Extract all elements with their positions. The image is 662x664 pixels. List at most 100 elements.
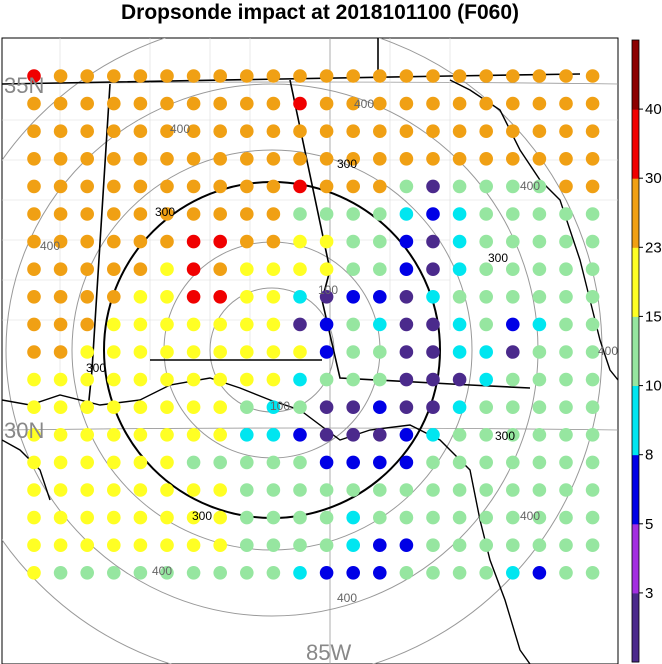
impact-point	[319, 96, 334, 111]
impact-point	[107, 234, 121, 249]
impact-point	[266, 96, 281, 111]
impact-point	[213, 345, 227, 359]
impact-point	[160, 538, 174, 552]
impact-point	[479, 96, 494, 111]
impact-point	[585, 483, 600, 497]
impact-point	[186, 400, 201, 415]
impact-point	[53, 483, 68, 497]
impact-point	[399, 428, 414, 442]
impact-point	[506, 345, 520, 359]
impact-point	[506, 428, 520, 442]
impact-point	[133, 317, 148, 332]
impact-point	[585, 455, 600, 470]
impact-point	[107, 372, 121, 387]
impact-point	[506, 179, 520, 194]
impact-point	[532, 538, 547, 552]
impact-point	[559, 455, 573, 470]
map-plot: 100 100 300 300 300 300 300 300 400 400 …	[1, 37, 619, 664]
impact-point	[506, 124, 520, 138]
impact-point	[426, 483, 440, 497]
impact-point	[532, 428, 547, 442]
ring-label-400: 400	[354, 97, 374, 111]
impact-point	[506, 290, 520, 304]
impact-point	[80, 538, 94, 552]
impact-point	[53, 69, 68, 83]
impact-point	[585, 400, 600, 415]
ring-label-400d: 400	[520, 179, 540, 193]
impact-point	[559, 566, 573, 580]
impact-point	[559, 400, 573, 415]
impact-point	[107, 428, 121, 442]
impact-point	[160, 345, 174, 359]
impact-point	[532, 179, 547, 194]
impact-point	[133, 428, 148, 442]
impact-point	[107, 290, 121, 304]
impact-point	[293, 455, 307, 470]
impact-point	[240, 566, 254, 580]
impact-point	[452, 290, 467, 304]
impact-point	[532, 566, 547, 580]
impact-point	[213, 124, 227, 138]
colorbar-block	[632, 40, 639, 110]
colorbar-block	[632, 316, 639, 386]
impact-point	[53, 510, 68, 525]
impact-point	[27, 566, 41, 580]
impact-point	[80, 428, 94, 442]
impact-point	[266, 234, 281, 249]
impact-point	[319, 317, 334, 332]
impact-point	[186, 455, 201, 470]
impact-point	[53, 262, 68, 277]
impact-point	[452, 455, 467, 470]
impact-point	[506, 96, 520, 111]
impact-point	[479, 152, 494, 166]
impact-point	[186, 179, 201, 194]
impact-point	[452, 179, 467, 194]
impact-point	[559, 538, 573, 552]
impact-point	[346, 69, 361, 83]
impact-point	[532, 207, 547, 221]
impact-point	[160, 428, 174, 442]
impact-point	[107, 510, 121, 525]
impact-point	[160, 207, 174, 221]
impact-point	[532, 290, 547, 304]
impact-point	[346, 400, 361, 415]
impact-point	[373, 69, 387, 83]
impact-point	[346, 152, 361, 166]
impact-point	[53, 124, 68, 138]
impact-point	[133, 262, 148, 277]
impact-point	[532, 455, 547, 470]
data-points	[27, 69, 600, 580]
ring-label-300b: 300	[155, 205, 175, 219]
impact-point	[53, 290, 68, 304]
impact-point	[27, 124, 41, 138]
impact-point	[213, 262, 227, 277]
impact-point	[452, 152, 467, 166]
impact-point	[346, 566, 361, 580]
impact-point	[53, 345, 68, 359]
impact-point	[319, 124, 334, 138]
impact-point	[293, 345, 307, 359]
impact-point	[585, 124, 600, 138]
impact-point	[160, 290, 174, 304]
impact-point	[426, 234, 440, 249]
impact-point	[559, 428, 573, 442]
impact-point	[452, 262, 467, 277]
impact-point	[532, 510, 547, 525]
impact-point	[399, 152, 414, 166]
impact-point	[160, 69, 174, 83]
impact-point	[346, 372, 361, 387]
impact-point	[426, 510, 440, 525]
ring-label-300d: 300	[495, 429, 515, 443]
impact-point	[266, 207, 281, 221]
impact-point	[532, 234, 547, 249]
impact-point	[213, 428, 227, 442]
impact-point	[27, 317, 41, 332]
impact-point	[399, 234, 414, 249]
impact-point	[426, 372, 440, 387]
impact-point	[479, 400, 494, 415]
impact-point	[346, 179, 361, 194]
impact-point	[53, 234, 68, 249]
impact-point	[399, 124, 414, 138]
impact-point	[373, 124, 387, 138]
impact-point	[186, 538, 201, 552]
